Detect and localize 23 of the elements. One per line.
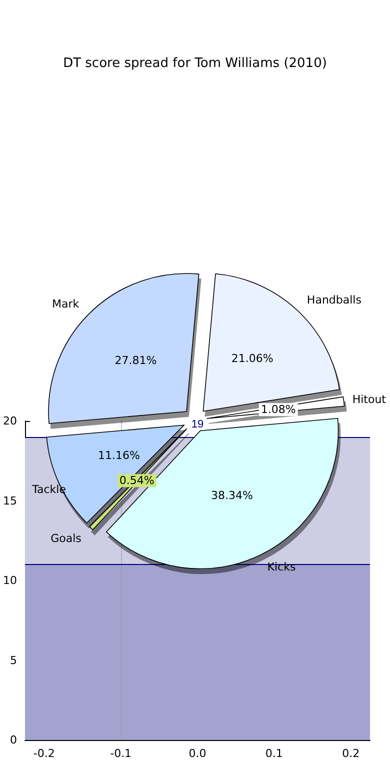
data-label: 38.34% <box>211 488 253 502</box>
y-tick-label: 10 <box>2 574 17 587</box>
x-tick-label: 0.0 <box>188 747 206 760</box>
data-label: 1.08% <box>260 403 296 416</box>
data-label: 27.81% <box>114 354 157 368</box>
y-tick-label: 20 <box>2 414 17 428</box>
data-label: 11.16% <box>98 449 140 462</box>
x-tick-label: -0.2 <box>33 747 55 760</box>
y-tick-label: 15 <box>2 494 17 508</box>
slice-label: Hitout <box>352 393 387 406</box>
ref-line-label: 19 <box>191 418 204 430</box>
y-tick-label: 0 <box>10 734 17 746</box>
y-tick-label: 5 <box>10 654 17 667</box>
slice-label: Goals <box>50 532 82 545</box>
x-tick-label: 0.2 <box>342 747 360 760</box>
chart-title: DT score spread for Tom Williams (2010) <box>63 56 327 71</box>
x-tick-label: 0.1 <box>265 747 283 760</box>
data-label: 0.54% <box>119 474 154 488</box>
slice-label: Kicks <box>267 560 296 574</box>
slice-label: Handballs <box>306 294 362 307</box>
slice-label: Mark <box>52 297 80 310</box>
x-tick-label: -0.1 <box>110 747 132 760</box>
data-label: 21.06% <box>231 352 274 366</box>
